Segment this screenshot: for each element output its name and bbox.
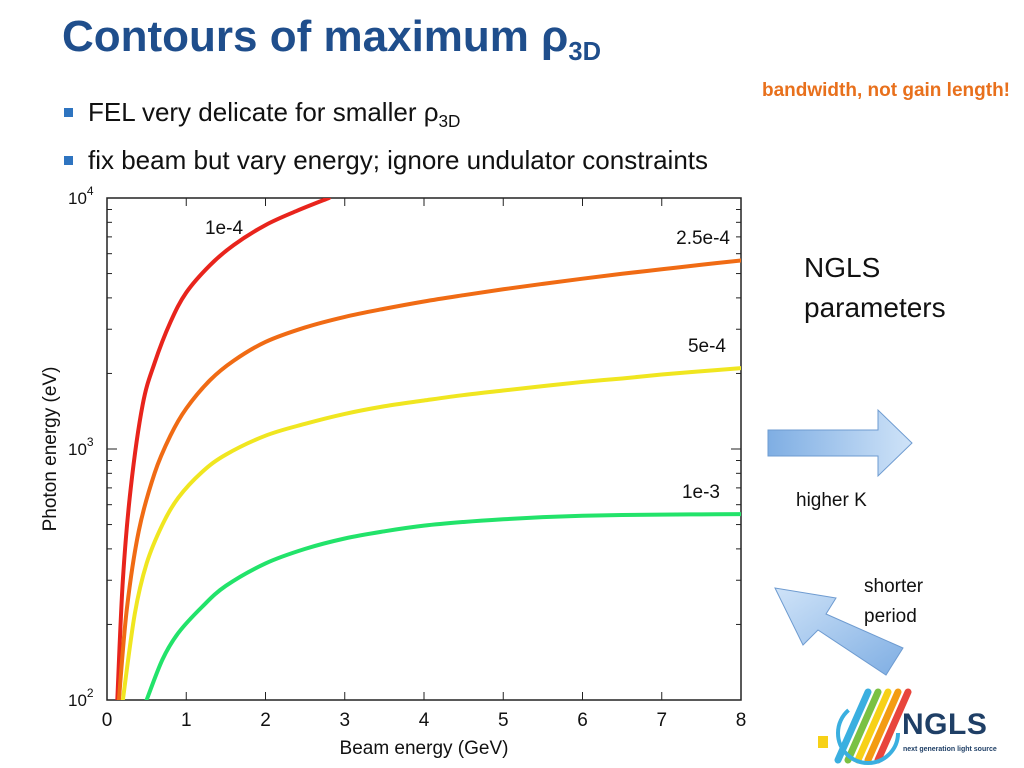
arrow-up-left-icon — [774, 587, 904, 676]
series-lines — [115, 198, 741, 700]
series-label: 1e-3 — [682, 482, 720, 503]
x-tick-label: 2 — [260, 710, 271, 731]
x-tick-label: 6 — [577, 710, 588, 731]
shorter-period-line: period — [864, 606, 917, 627]
x-tick-label: 8 — [736, 710, 747, 731]
series-label: 5e-4 — [688, 336, 726, 357]
logo-stripe — [874, 688, 912, 764]
slide-title: Contours of maximum ρ3D — [62, 12, 601, 67]
chart-labels: 0 1 2 3 4 5 6 7 8 102 103 104 Beam energy (GeV) Photo… — [40, 184, 746, 759]
x-axis-label: Beam energy (GeV) — [340, 738, 509, 759]
logo-block — [818, 736, 828, 748]
x-tick-label: 0 — [102, 710, 113, 731]
higher-k-label: higher K — [796, 490, 867, 511]
logo-stripe — [844, 688, 882, 764]
annotation-note: bandwidth, not gain length! — [761, 80, 1010, 101]
y-tick-label: 104 — [68, 184, 94, 208]
series-label: 2.5e-4 — [676, 228, 730, 249]
title-subscript: 3D — [568, 37, 601, 66]
logo-tagline: next generation light source — [903, 746, 997, 753]
logo-name: NGLS — [902, 708, 988, 741]
logo-stripe — [854, 688, 892, 764]
bullet-text: fix beam but vary energy; ignore undulat… — [88, 145, 709, 175]
bullet-list: FEL very delicate for smaller ρ3D fix be… — [62, 92, 708, 188]
bullet-square-icon — [64, 156, 73, 165]
y-axis-label: Photon energy (eV) — [40, 367, 61, 532]
title-main: Contours of maximum ρ — [62, 12, 569, 61]
axis-ticks — [106, 197, 742, 701]
bullet-item: fix beam but vary energy; ignore undulat… — [62, 140, 708, 188]
series-line-5e-4 — [120, 366, 741, 700]
ngls-parameters-label: NGLS parameters — [804, 248, 946, 328]
arrow-right-icon — [767, 408, 913, 478]
ngls-parameters-line: parameters — [804, 292, 946, 323]
series-line-1e-3 — [144, 512, 741, 700]
x-tick-label: 5 — [498, 710, 509, 731]
y-tick-label: 102 — [68, 686, 94, 710]
shorter-period-label: shorter period — [864, 572, 923, 632]
x-tick-label: 7 — [656, 710, 667, 731]
bullet-item: FEL very delicate for smaller ρ3D — [62, 92, 708, 140]
bullet-subscript: 3D — [438, 111, 461, 131]
shorter-period-line: shorter — [864, 576, 924, 597]
y-tick-label: 103 — [68, 435, 94, 459]
series-label: 1e-4 — [205, 218, 243, 239]
series-line-2.5e-4 — [116, 258, 741, 700]
ngls-parameters-line: NGLS — [804, 252, 881, 283]
x-tick-label: 3 — [339, 710, 350, 731]
bullet-square-icon — [64, 108, 73, 117]
series-line-1e-4 — [115, 198, 331, 700]
bullet-text: FEL very delicate for smaller ρ — [88, 97, 439, 127]
x-tick-label: 4 — [419, 710, 430, 731]
logo-stripe — [864, 688, 902, 764]
x-tick-label: 1 — [181, 710, 192, 731]
ngls-logo-icon — [818, 688, 912, 765]
